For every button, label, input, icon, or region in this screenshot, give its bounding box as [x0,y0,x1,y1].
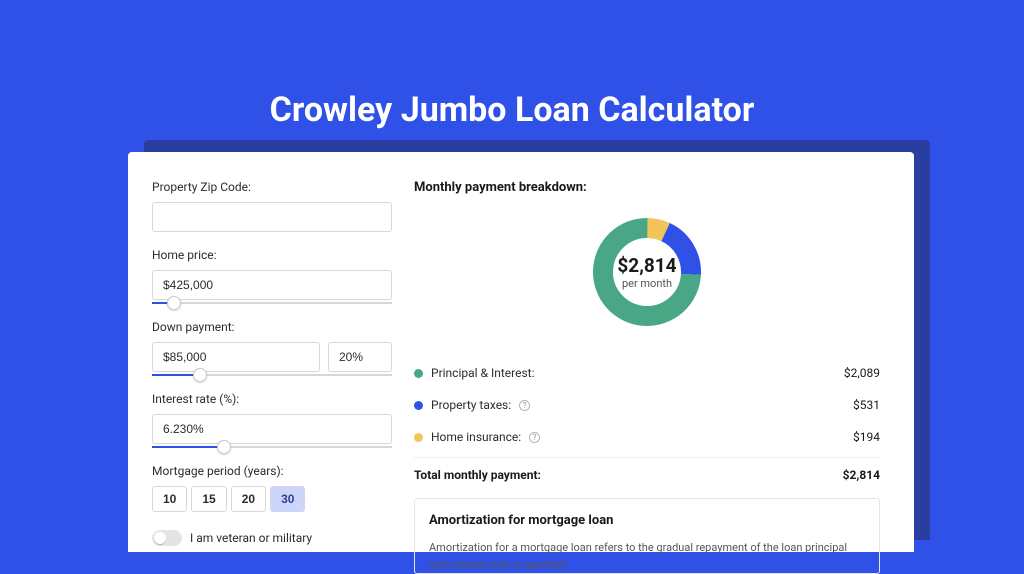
legend-row-home_insurance: Home insurance:? $194 [414,421,880,453]
legend-value-home_insurance: $194 [853,430,880,444]
legend-dot-home_insurance [414,433,423,442]
legend-value-principal_interest: $2,089 [844,366,880,380]
down-payment-pct-input[interactable] [328,342,392,372]
calculator-card: Property Zip Code: Home price: Down paym… [128,152,914,552]
veteran-toggle-knob [154,532,166,544]
donut-sub: per month [617,277,676,290]
home-price-field-group: Home price: [152,248,392,304]
form-column: Property Zip Code: Home price: Down paym… [152,180,392,552]
legend: Principal & Interest: $2,089 Property taxe… [414,357,880,453]
interest-rate-slider-thumb[interactable] [217,440,231,454]
veteran-toggle-row: I am veteran or military [152,530,392,546]
veteran-toggle[interactable] [152,530,182,546]
amortization-text: Amortization for a mortgage loan refers … [429,540,865,573]
legend-row-principal_interest: Principal & Interest: $2,089 [414,357,880,389]
home-price-slider-thumb[interactable] [167,296,181,310]
veteran-label: I am veteran or military [190,531,312,545]
down-payment-slider-thumb[interactable] [193,368,207,382]
mortgage-period-buttons: 10 15 20 30 [152,486,392,512]
legend-dot-property_taxes [414,401,423,410]
zip-field-group: Property Zip Code: [152,180,392,232]
amortization-box: Amortization for mortgage loan Amortizat… [414,498,880,574]
total-label: Total monthly payment: [414,468,541,482]
total-value: $2,814 [843,468,880,482]
interest-rate-slider-fill [152,446,224,448]
amortization-title: Amortization for mortgage loan [429,513,865,528]
breakdown-column: Monthly payment breakdown: $2,814 per mo… [414,180,880,552]
home-price-input[interactable] [152,270,392,300]
home-price-slider[interactable] [152,302,392,304]
interest-rate-input[interactable] [152,414,392,444]
interest-rate-label: Interest rate (%): [152,392,392,406]
zip-label: Property Zip Code: [152,180,392,194]
page-title: Crowley Jumbo Loan Calculator [0,0,1024,158]
mortgage-period-field-group: Mortgage period (years): 10 15 20 30 [152,464,392,512]
info-icon[interactable]: ? [519,400,530,411]
period-btn-15[interactable]: 15 [191,486,226,512]
legend-label-home_insurance: Home insurance: [431,430,521,444]
legend-label-principal_interest: Principal & Interest: [431,366,535,380]
interest-rate-field-group: Interest rate (%): [152,392,392,448]
period-btn-10[interactable]: 10 [152,486,187,512]
home-price-label: Home price: [152,248,392,262]
info-icon[interactable]: ? [529,432,540,443]
zip-input[interactable] [152,202,392,232]
period-btn-30[interactable]: 30 [270,486,305,512]
legend-value-property_taxes: $531 [853,398,880,412]
legend-row-property_taxes: Property taxes:? $531 [414,389,880,421]
period-btn-20[interactable]: 20 [231,486,266,512]
down-payment-amount-input[interactable] [152,342,320,372]
down-payment-label: Down payment: [152,320,392,334]
legend-label-property_taxes: Property taxes: [431,398,511,412]
breakdown-title: Monthly payment breakdown: [414,180,880,195]
interest-rate-slider[interactable] [152,446,392,448]
total-row: Total monthly payment: $2,814 [414,457,880,498]
legend-dot-principal_interest [414,369,423,378]
down-payment-field-group: Down payment: [152,320,392,376]
down-payment-slider[interactable] [152,374,392,376]
donut-center: $2,814 per month [617,254,676,290]
mortgage-period-label: Mortgage period (years): [152,464,392,478]
donut-amount: $2,814 [617,254,676,277]
donut-chart: $2,814 per month [414,203,880,341]
